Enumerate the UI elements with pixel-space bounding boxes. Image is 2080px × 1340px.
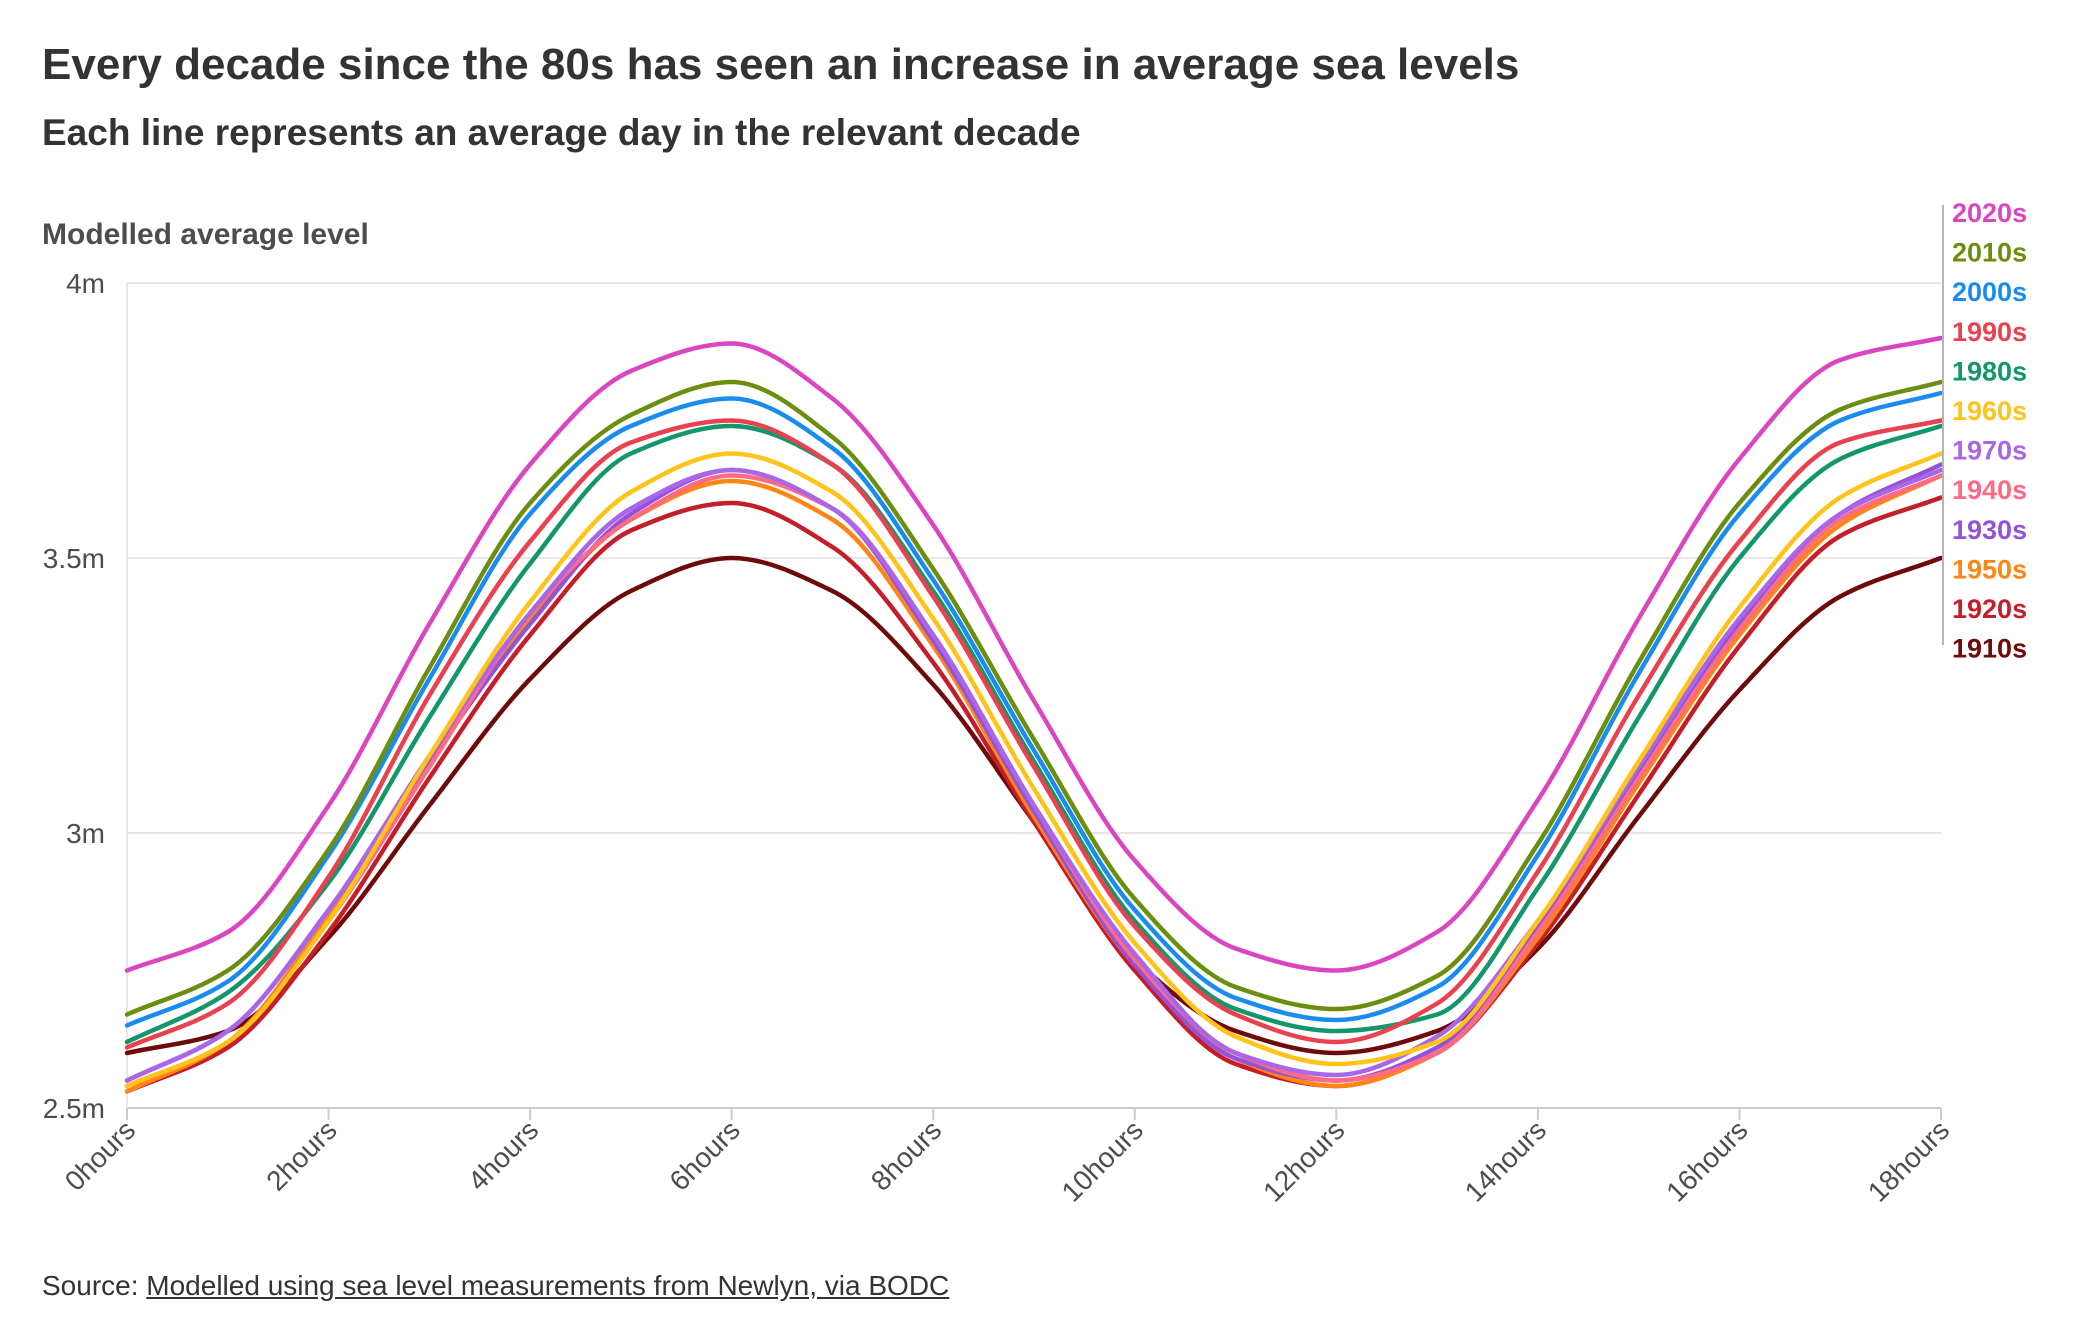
y-tick-label: 2.5m [43,1093,105,1124]
source-note: Source: Modelled using sea level measure… [42,1270,949,1302]
legend-label-1920s: 1920s [1952,594,2027,624]
series-line-2010s [124,379,1944,1017]
series-line-2000s [124,390,1944,1028]
x-tick-label: 16hours [1660,1114,1753,1207]
y-axis-label: Modelled average level [42,218,369,251]
legend-label-1940s: 1940s [1952,475,2027,505]
legend-label-2010s: 2010s [1952,238,2027,268]
legend-label-1990s: 1990s [1952,317,2027,347]
x-tick-label: 8hours [865,1114,947,1196]
x-tick-label: 2hours [260,1114,342,1196]
x-tick-label: 10hours [1056,1114,1149,1207]
source-prefix: Source: [42,1270,147,1301]
source-link[interactable]: Modelled using sea level measurements fr… [146,1270,950,1301]
legend-label-1970s: 1970s [1952,436,2027,466]
chart-subtitle: Each line represents an average day in t… [42,112,1081,153]
y-tick-label: 3.5m [43,543,105,574]
legend-label-2020s: 2020s [1952,198,2027,228]
grid-lines [127,282,1941,1109]
x-tick-label: 18hours [1862,1114,1955,1207]
series-lines [124,335,1944,1094]
series-line-1960s [124,451,1944,1089]
series-line-1920s [124,495,1944,1094]
legend-label-2000s: 2000s [1952,277,2027,307]
y-tick-label: 4m [66,268,105,299]
x-tick-label: 12hours [1257,1114,1350,1207]
legend-label-1980s: 1980s [1952,356,2027,386]
x-tick-label: 14hours [1459,1114,1552,1207]
x-tick-label: 4hours [462,1114,544,1196]
series-line-1930s [124,462,1944,1083]
series-line-1980s [124,423,1944,1045]
legend: 2020s 2010s 2000s 1990s 1980s 1960s 1970s 1940s… [1942,198,2027,664]
legend-label-1950s: 1950s [1952,554,2027,584]
x-tick-label: 6hours [663,1114,745,1196]
series-line-2020s [124,335,1944,973]
legend-label-1910s: 1910s [1952,634,2027,664]
chart-title: Every decade since the 80s has seen an i… [42,40,1520,89]
series-line-1990s [124,418,1944,1050]
x-tick-label: 0hours [59,1114,141,1196]
legend-label-1960s: 1960s [1952,396,2027,426]
legend-label-1930s: 1930s [1952,515,2027,545]
y-tick-label: 3m [66,818,105,849]
